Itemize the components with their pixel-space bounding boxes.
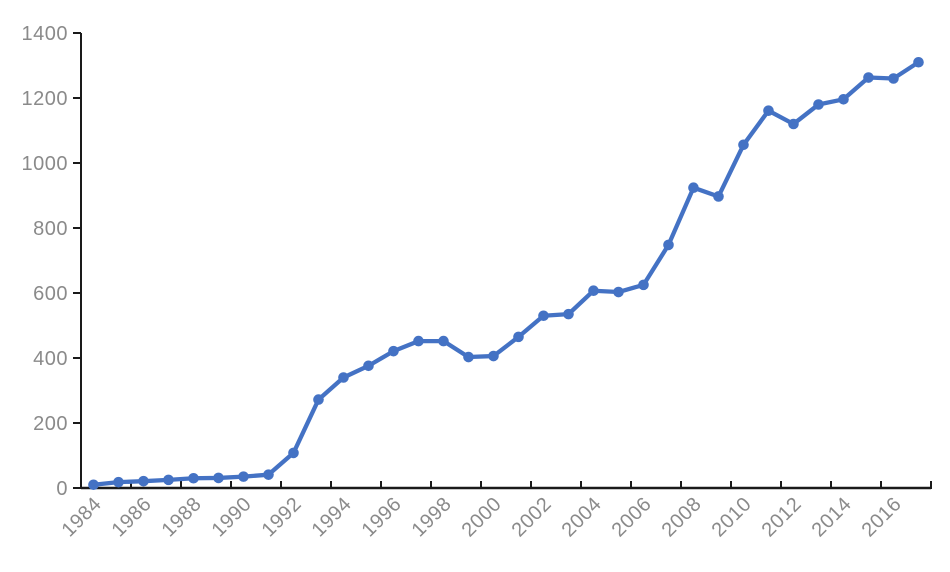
- data-point-2005: [613, 286, 624, 298]
- x-axis-tick-label: 2010: [708, 493, 756, 541]
- data-point-1987: [163, 474, 174, 486]
- data-point-1989: [213, 472, 224, 484]
- data-point-2006: [638, 279, 649, 291]
- x-axis-tick-label: 1992: [258, 493, 306, 541]
- data-point-1990: [238, 471, 249, 482]
- x-axis-tick-label: 1986: [108, 493, 156, 541]
- data-point-2002: [538, 310, 549, 322]
- y-axis-tick-label: 1000: [22, 153, 69, 175]
- data-point-2011: [763, 105, 774, 116]
- x-axis-tick-label: 1990: [208, 493, 256, 541]
- data-point-2014: [838, 94, 849, 105]
- y-axis-tick-label: 600: [33, 283, 68, 305]
- data-point-2000: [488, 350, 499, 362]
- data-point-1993: [313, 394, 324, 405]
- x-axis-tick-label: 1998: [408, 493, 456, 541]
- x-axis-tick-label: 2004: [558, 493, 606, 541]
- x-axis-tick-label: 1994: [308, 493, 356, 541]
- y-axis-tick-label: 1400: [22, 23, 69, 45]
- x-axis-tick-label: 2016: [858, 493, 906, 541]
- data-point-2004: [588, 285, 599, 297]
- x-axis-tick-label: 1988: [158, 493, 206, 541]
- x-axis-tick-label: 2012: [758, 493, 806, 541]
- data-point-1984: [88, 479, 99, 491]
- data-point-2010: [738, 139, 749, 151]
- y-axis-tick-label: 200: [33, 413, 68, 435]
- y-axis-tick-label: 0: [56, 478, 68, 500]
- data-point-1985: [113, 476, 124, 488]
- x-axis-tick-label: 1984: [58, 493, 106, 541]
- data-point-2008: [688, 182, 699, 193]
- data-point-1995: [363, 360, 374, 372]
- data-point-2017: [913, 56, 924, 68]
- data-point-2001: [513, 331, 524, 343]
- data-point-1998: [438, 335, 449, 347]
- x-axis-tick-label: 2014: [808, 493, 856, 541]
- series-line: [91, 60, 921, 487]
- x-axis-tick-label: 2008: [658, 493, 706, 541]
- y-axis-tick-label: 1200: [22, 88, 69, 110]
- data-point-1999: [463, 351, 474, 363]
- y-axis-tick-label: 400: [33, 348, 68, 370]
- x-axis-tick-label: 2000: [458, 493, 506, 541]
- data-point-1997: [413, 335, 424, 347]
- data-point-2016: [888, 73, 899, 84]
- data-point-1991: [263, 469, 274, 480]
- y-axis-tick-label: 800: [33, 218, 68, 240]
- data-point-1992: [288, 447, 299, 459]
- data-point-1986: [138, 475, 149, 487]
- data-point-2003: [563, 308, 574, 320]
- x-axis-tick-label: 1996: [358, 493, 406, 541]
- x-axis-tick-label: 2002: [508, 493, 556, 541]
- data-point-1994: [338, 372, 349, 383]
- data-point-2013: [813, 99, 824, 110]
- data-point-2009: [713, 191, 724, 202]
- data-point-1996: [388, 345, 399, 357]
- data-point-2007: [663, 239, 674, 251]
- x-axis-tick-label: 2006: [608, 493, 656, 541]
- data-point-2012: [788, 118, 799, 130]
- data-point-1988: [188, 472, 199, 484]
- data-point-2015: [863, 72, 874, 83]
